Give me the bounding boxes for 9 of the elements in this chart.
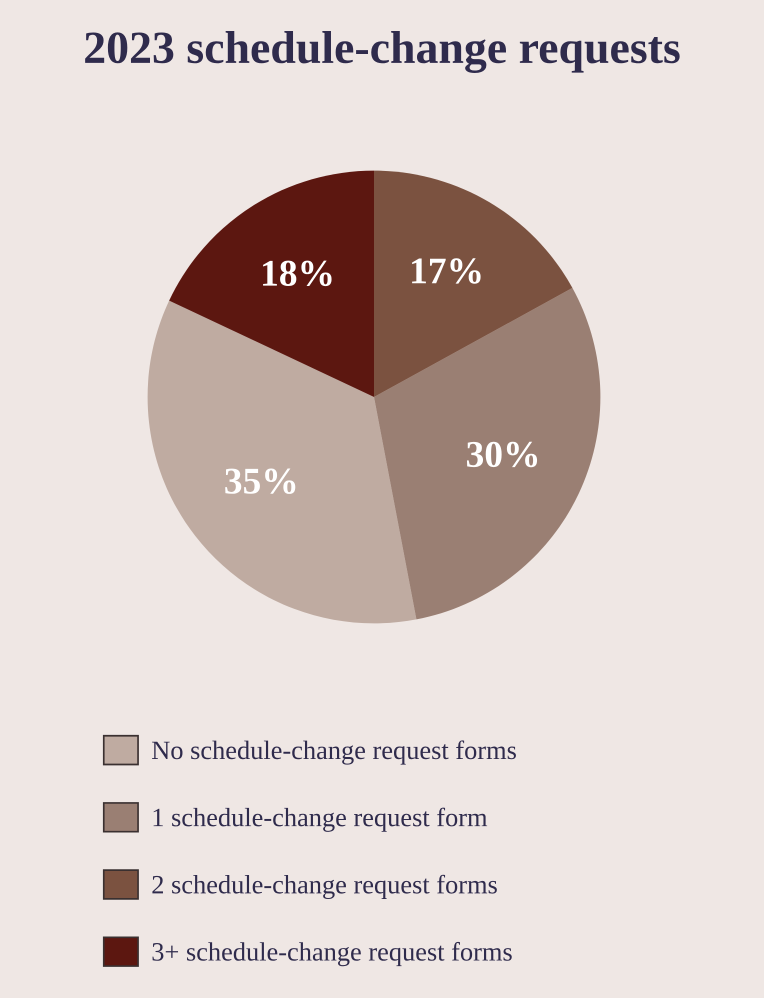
legend-label: 1 schedule-change request form bbox=[154, 808, 488, 832]
legend-label: No schedule-change request forms bbox=[152, 740, 516, 765]
data-label: 17% bbox=[412, 258, 481, 284]
legend-label: 2 schedule-change request forms bbox=[152, 874, 497, 900]
legend-label: 3+ schedule-change request forms bbox=[152, 942, 512, 966]
chart-title: 2023 schedule-change requests bbox=[85, 31, 680, 73]
data-label: 35% bbox=[225, 468, 296, 494]
data-label: 30% bbox=[466, 442, 538, 468]
data-label: 18% bbox=[263, 260, 332, 286]
